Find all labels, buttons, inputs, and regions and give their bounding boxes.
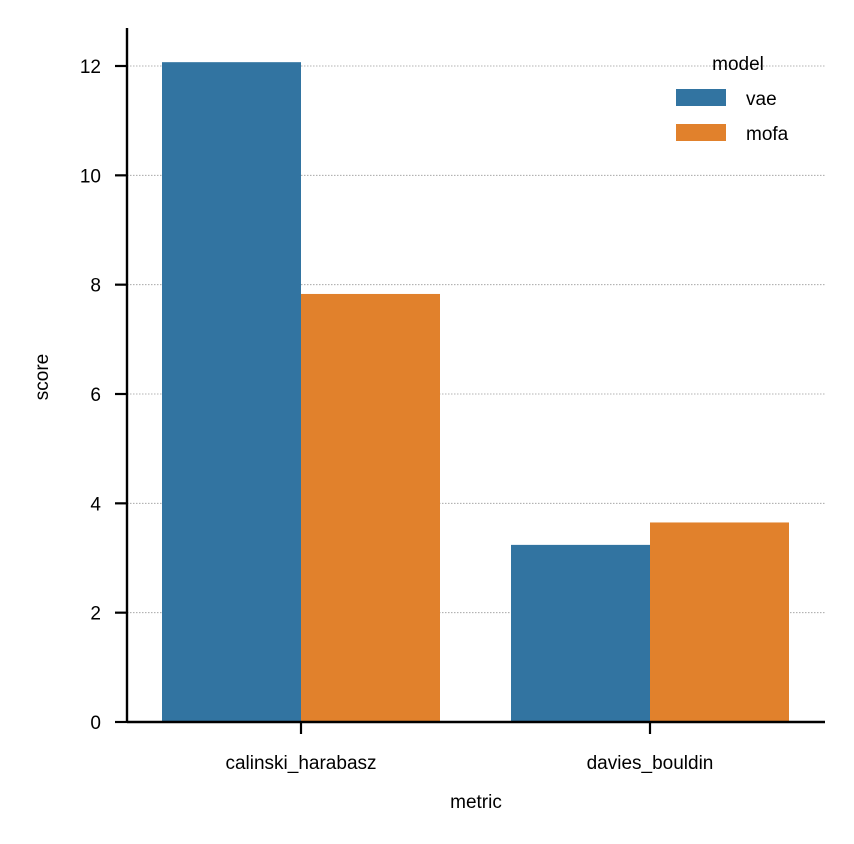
y-ticks: 0 2 4 6 8 10 12 — [80, 57, 127, 734]
bar-vae-davies_bouldin — [511, 544, 650, 722]
y-tick-label: 12 — [80, 57, 101, 78]
y-axis-title: score — [32, 354, 53, 400]
y-tick-label: 10 — [80, 166, 101, 187]
legend-label-vae: vae — [746, 89, 777, 110]
y-tick-label: 6 — [90, 385, 101, 406]
x-tick-label: davies_bouldin — [587, 753, 714, 774]
legend-title: model — [712, 54, 764, 75]
y-tick-label: 0 — [90, 713, 101, 734]
x-ticks: calinski_harabasz davies_bouldin — [225, 722, 713, 774]
legend-label-mofa: mofa — [746, 124, 789, 145]
y-tick-label: 8 — [90, 276, 101, 297]
x-tick-label: calinski_harabasz — [225, 753, 376, 774]
y-tick-label: 2 — [90, 604, 101, 625]
bar-mofa-calinski_harabasz — [301, 293, 440, 722]
gridlines — [127, 65, 825, 614]
bar-mofa-davies_bouldin — [650, 522, 789, 722]
y-tick-label: 4 — [90, 494, 101, 515]
axes — [125, 28, 825, 724]
legend-swatch-mofa — [676, 124, 726, 141]
legend-swatch-vae — [676, 89, 726, 106]
x-axis-title: metric — [450, 792, 502, 813]
legend: model vae mofa — [676, 54, 789, 145]
bars — [162, 62, 789, 722]
bar-vae-calinski_harabasz — [162, 62, 301, 722]
